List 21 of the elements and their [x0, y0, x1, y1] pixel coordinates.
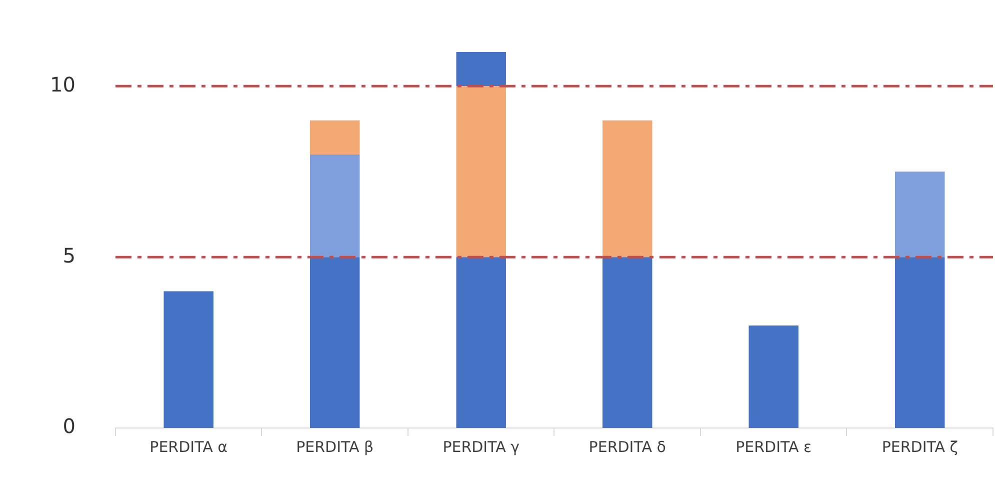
bar [895, 257, 945, 428]
x-tick-label: PERDITA ε [736, 438, 812, 456]
bar [602, 257, 652, 428]
bar [456, 52, 506, 86]
bar [895, 172, 945, 258]
bar [310, 120, 360, 155]
x-tick-label: PERDITA γ [442, 438, 520, 456]
bar [748, 325, 798, 428]
x-tick-label: PERDITA α [150, 438, 228, 456]
bar [310, 154, 360, 258]
x-tick-label: PERDITA ζ [882, 438, 958, 456]
y-tick-label: 0 [62, 414, 76, 438]
x-tick-label: PERDITA β [296, 438, 374, 456]
bar [164, 291, 214, 428]
y-tick-label: 5 [62, 243, 76, 268]
bar [456, 86, 506, 258]
bar [310, 257, 360, 428]
bar [602, 120, 652, 258]
x-tick-label: PERDITA δ [588, 438, 666, 456]
bar [456, 257, 506, 428]
y-tick-label: 10 [50, 72, 76, 96]
